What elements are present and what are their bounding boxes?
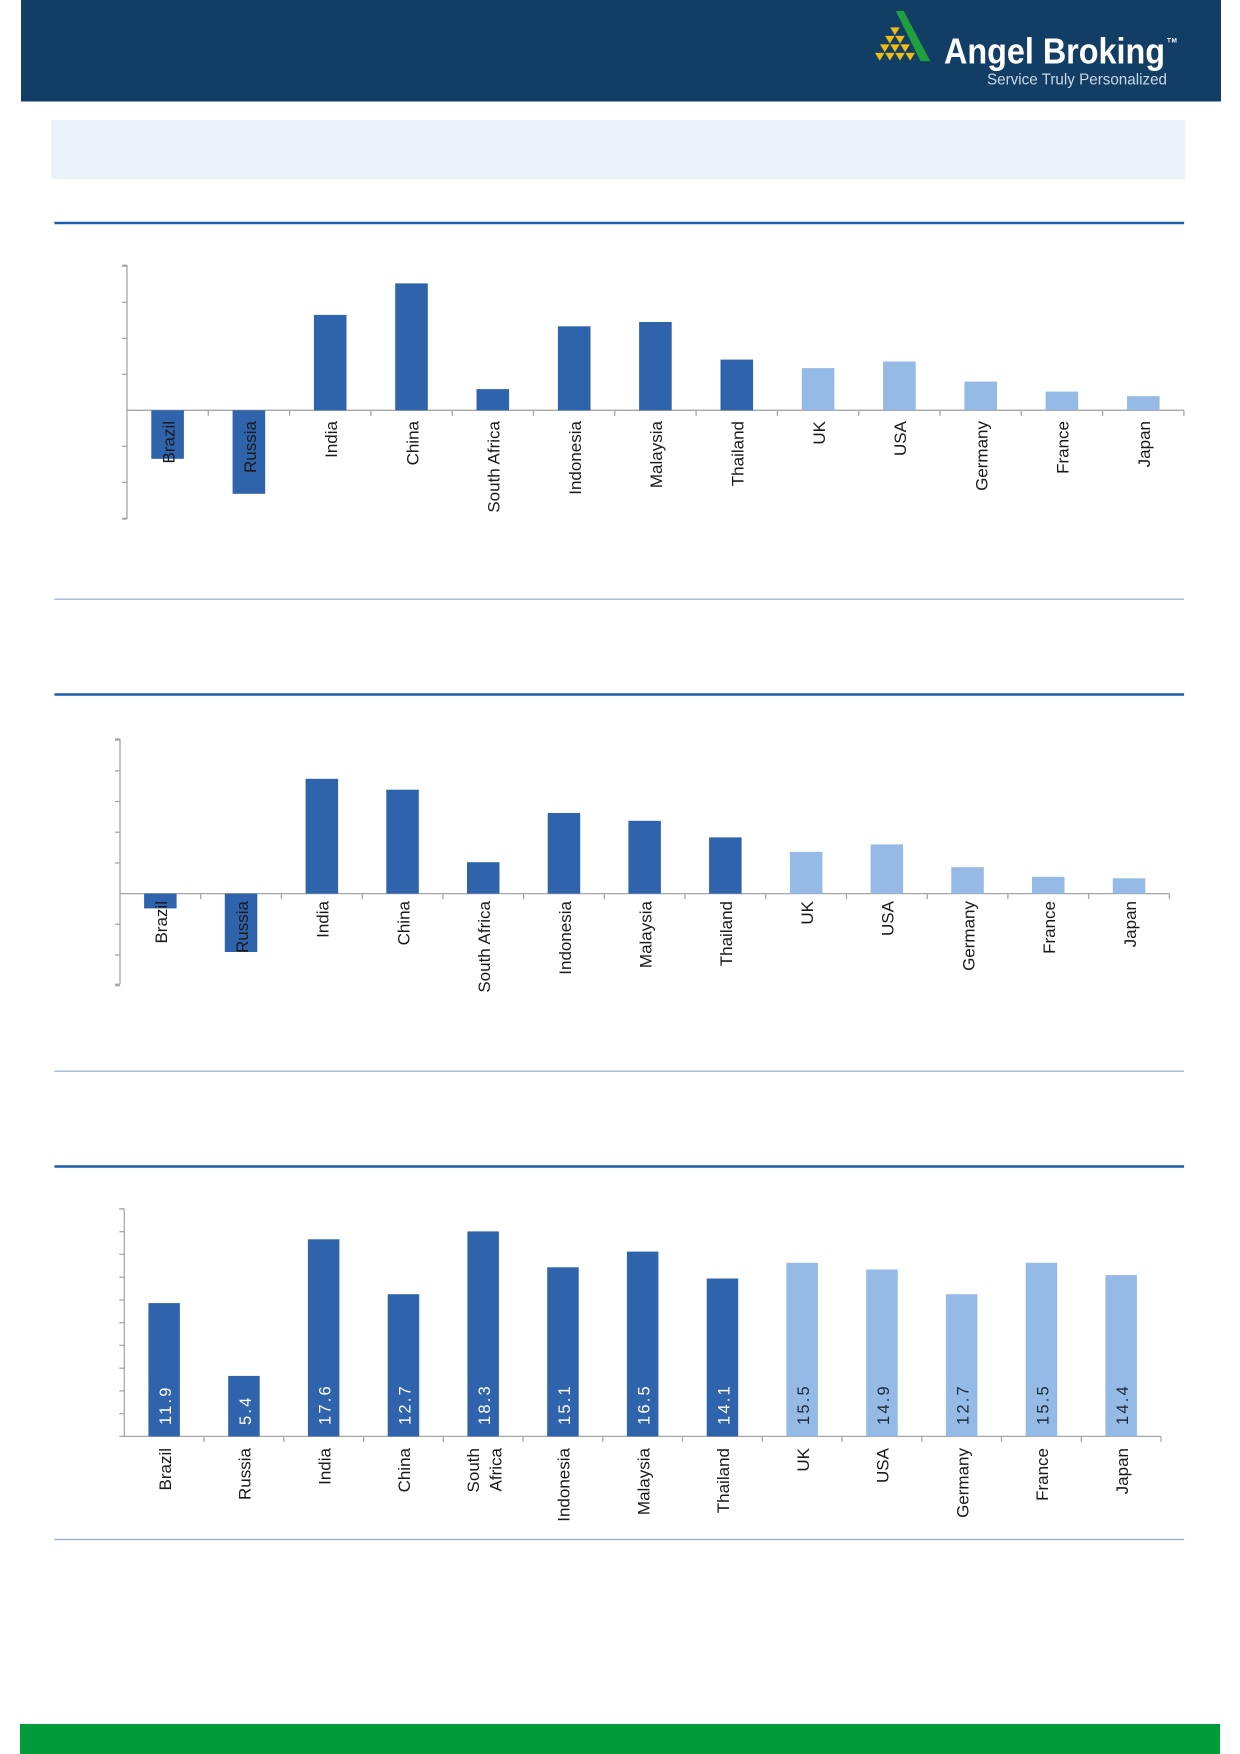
svg-text:Indonesia: Indonesia: [556, 900, 575, 974]
svg-text:Japan: Japan: [1113, 1448, 1132, 1494]
svg-text:China: China: [394, 900, 413, 945]
svg-text:Germany: Germany: [954, 1448, 973, 1518]
svg-text:14.9: 14.9: [875, 1384, 893, 1425]
svg-text:12.7: 12.7: [396, 1384, 414, 1425]
svg-text:Japan: Japan: [1135, 421, 1154, 467]
svg-text:USA: USA: [874, 1447, 893, 1483]
svg-text:Thailand: Thailand: [717, 901, 736, 966]
svg-text:Germany: Germany: [972, 421, 991, 491]
svg-text:Brazil: Brazil: [160, 421, 179, 464]
svg-text:Angel Broking: Angel Broking: [944, 31, 1165, 72]
svg-text:Malaysia: Malaysia: [637, 900, 656, 968]
svg-text:Thailand: Thailand: [714, 1448, 733, 1513]
svg-text:UK: UK: [794, 1447, 813, 1471]
svg-text:France: France: [1054, 421, 1073, 474]
svg-text:Thailand: Thailand: [729, 421, 748, 486]
svg-text:12.7: 12.7: [955, 1384, 973, 1425]
svg-text:France: France: [1033, 1448, 1052, 1501]
svg-text:South Africa: South Africa: [485, 420, 504, 512]
svg-text:Malaysia: Malaysia: [635, 1447, 654, 1515]
svg-text:11.9: 11.9: [157, 1385, 175, 1425]
svg-text:UK: UK: [798, 900, 817, 924]
svg-text:Brazil: Brazil: [156, 1448, 175, 1491]
svg-text:15.5: 15.5: [795, 1384, 813, 1425]
svg-text:India: India: [314, 900, 333, 937]
svg-text:Japan: Japan: [1121, 901, 1140, 947]
svg-text:Malaysia: Malaysia: [647, 420, 666, 488]
svg-text:South: South: [464, 1448, 483, 1492]
svg-text:15.1: 15.1: [556, 1384, 574, 1425]
svg-text:15.5: 15.5: [1034, 1384, 1052, 1425]
svg-text:China: China: [395, 1447, 414, 1492]
svg-text:UK: UK: [810, 420, 829, 444]
svg-text:5.4: 5.4: [237, 1395, 255, 1425]
svg-text:Russia: Russia: [233, 900, 252, 953]
svg-text:Service Truly Personalized: Service Truly Personalized: [987, 72, 1167, 89]
svg-text:China: China: [403, 420, 422, 465]
svg-text:USA: USA: [879, 900, 898, 936]
svg-text:TM: TM: [1167, 38, 1177, 45]
svg-text:14.1: 14.1: [715, 1384, 733, 1425]
svg-text:Russia: Russia: [236, 1447, 255, 1500]
svg-text:17.6: 17.6: [317, 1384, 335, 1425]
svg-text:South Africa: South Africa: [475, 900, 494, 992]
svg-text:Indonesia: Indonesia: [555, 1447, 574, 1521]
svg-text:16.5: 16.5: [636, 1384, 654, 1425]
svg-text:18.3: 18.3: [476, 1384, 494, 1425]
svg-text:India: India: [322, 420, 341, 457]
svg-text:Brazil: Brazil: [152, 901, 171, 944]
svg-text:Indonesia: Indonesia: [566, 420, 585, 494]
svg-text:France: France: [1040, 901, 1059, 954]
svg-text:Germany: Germany: [959, 901, 978, 971]
svg-text:USA: USA: [891, 420, 910, 456]
svg-text:Africa: Africa: [486, 1447, 505, 1491]
svg-text:India: India: [316, 1447, 335, 1484]
svg-text:Russia: Russia: [241, 420, 260, 473]
svg-text:14.4: 14.4: [1114, 1384, 1132, 1425]
